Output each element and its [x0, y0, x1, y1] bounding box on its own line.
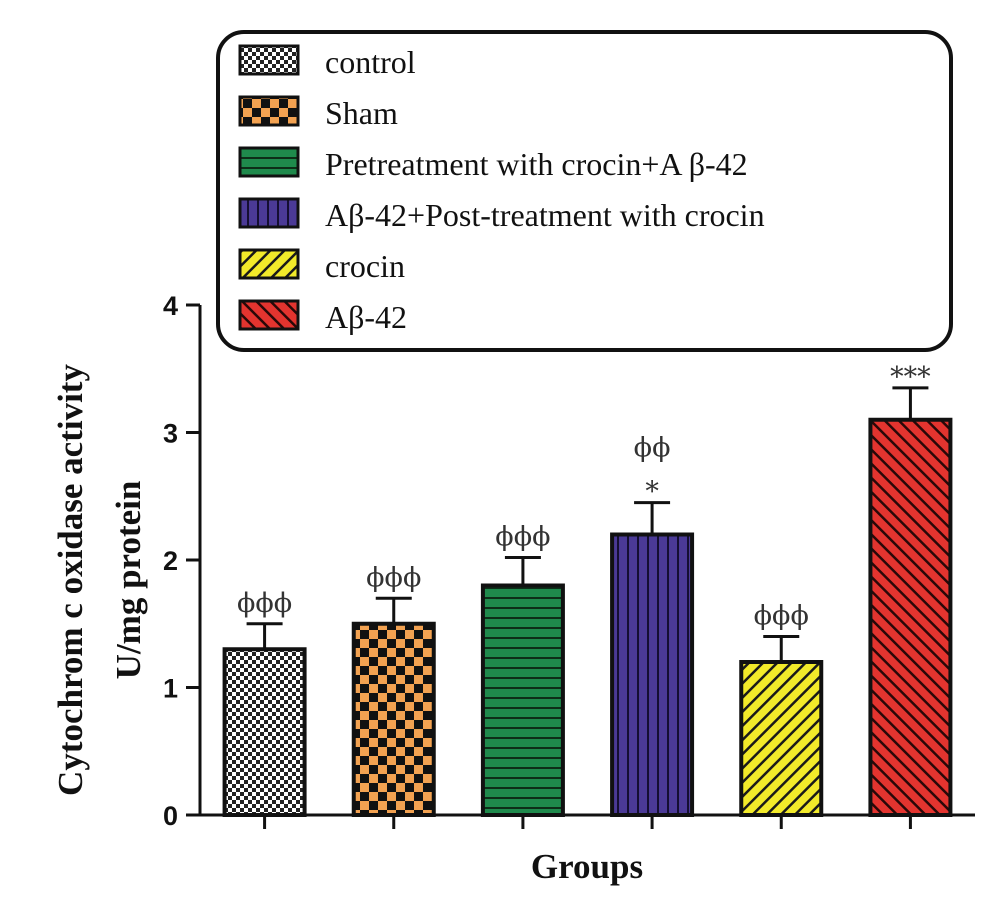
legend-label: Aβ-42	[325, 299, 407, 335]
significance-label: *	[645, 477, 659, 508]
legend-label: control	[325, 44, 416, 80]
legend-label: Sham	[325, 95, 398, 131]
bar-group: ϕϕϕ	[222, 588, 307, 817]
bar-group: ϕϕϕ	[351, 562, 436, 817]
significance-label: ϕϕϕ	[237, 588, 292, 619]
y-axis-title-line-1: Cytochrom c oxidase activity	[51, 364, 90, 796]
legend-swatch	[238, 248, 300, 280]
bar	[351, 621, 436, 817]
significance-label: ϕϕ	[634, 433, 671, 464]
y-axis-title-line-2: U/mg protein	[109, 481, 148, 680]
bar	[868, 417, 953, 817]
legend-label: Aβ-42+Post-treatment with crocin	[325, 197, 765, 233]
legend-label: Pretreatment with crocin+A β-42	[325, 146, 748, 182]
legend-entry: Sham	[238, 95, 398, 131]
legend-entry: control	[238, 44, 416, 80]
significance-label: ***	[890, 362, 931, 393]
y-axis-ticks: 0 1 2 3 4	[163, 291, 200, 831]
x-axis-title: Groups	[531, 847, 643, 886]
legend: control Sham Pretreatment with crocin+A β-…	[216, 30, 953, 352]
y-tick-label: 0	[163, 801, 178, 831]
legend-entry: crocin	[238, 248, 405, 284]
legend-entry: Aβ-42+Post-treatment with crocin	[238, 197, 765, 233]
bar-group: * ϕϕ	[610, 433, 695, 817]
significance-label: ϕϕϕ	[366, 562, 421, 593]
bar-group: ϕϕϕ	[480, 521, 565, 817]
bar	[222, 647, 307, 817]
x-axis-ticks	[263, 815, 912, 829]
bar-group: ϕϕϕ	[739, 601, 824, 817]
bar	[739, 660, 824, 817]
legend-swatch	[238, 197, 300, 229]
y-tick-label: 4	[163, 291, 178, 321]
bar-group: ***	[868, 362, 953, 817]
legend-label: crocin	[325, 248, 405, 284]
legend-swatch	[238, 44, 300, 76]
bar	[610, 532, 695, 817]
legend-swatch	[238, 299, 300, 331]
y-tick-label: 1	[163, 674, 178, 704]
legend-box	[216, 30, 953, 352]
significance-label: ϕϕϕ	[495, 521, 550, 552]
y-tick-label: 2	[163, 546, 178, 576]
legend-swatch	[238, 146, 300, 178]
significance-label: ϕϕϕ	[754, 601, 809, 632]
bar	[480, 583, 565, 817]
legend-swatch	[238, 95, 300, 127]
y-tick-label: 3	[163, 419, 178, 449]
y-axis-title: Cytochrom c oxidase activity U/mg protei…	[51, 364, 148, 796]
legend-entry: Aβ-42	[238, 299, 407, 335]
legend-entry: Pretreatment with crocin+A β-42	[238, 146, 748, 182]
